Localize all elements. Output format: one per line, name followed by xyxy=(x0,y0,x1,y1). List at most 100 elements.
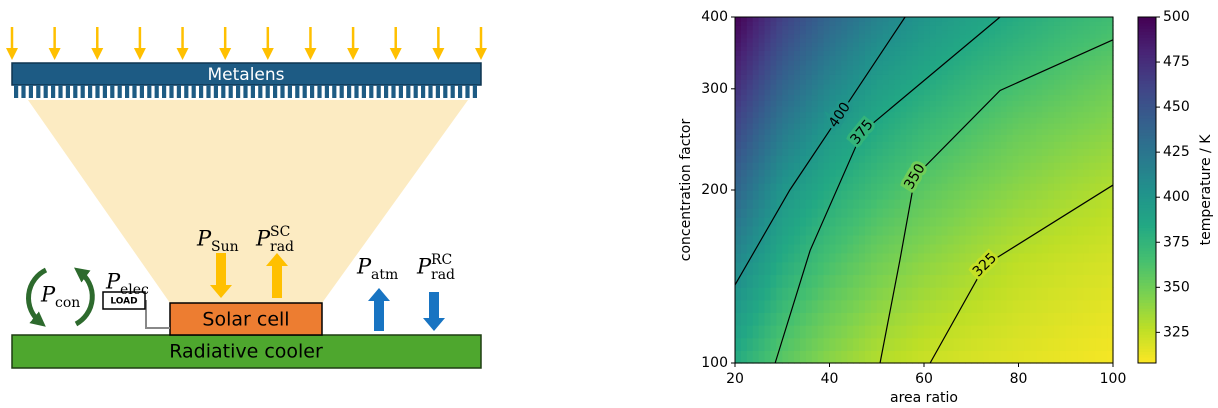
heat-cell xyxy=(1078,17,1085,22)
heat-cell xyxy=(1007,42,1014,47)
heat-cell xyxy=(883,183,890,191)
heat-cell xyxy=(1042,38,1049,43)
heat-cell xyxy=(1007,21,1014,26)
heat-cell xyxy=(942,217,949,227)
heat-cell xyxy=(788,244,795,254)
heat-cell xyxy=(894,155,901,163)
heat-cell xyxy=(859,262,866,275)
heat-cell xyxy=(948,34,955,39)
heat-cell xyxy=(989,325,996,338)
heat-cell xyxy=(830,226,837,236)
heat-cell xyxy=(806,79,813,84)
heat-cell xyxy=(995,34,1002,39)
heat-cell xyxy=(995,350,1002,363)
heat-cell xyxy=(1089,70,1096,75)
heat-cell xyxy=(1007,235,1014,245)
heat-cell xyxy=(942,112,949,118)
heat-cell xyxy=(924,226,931,236)
tooth xyxy=(66,85,70,98)
heat-cell xyxy=(889,21,896,26)
heat-cell xyxy=(1036,235,1043,245)
heat-cell xyxy=(800,89,807,95)
heat-cell xyxy=(741,129,748,135)
heat-cell xyxy=(983,79,990,84)
heat-cell xyxy=(812,123,819,129)
heat-cell xyxy=(1007,70,1014,75)
heat-cell xyxy=(1007,338,1014,351)
heat-cell xyxy=(936,55,943,60)
heat-cell xyxy=(753,155,760,163)
heat-cell xyxy=(983,300,990,313)
heat-cell xyxy=(989,29,996,34)
heat-cell xyxy=(1001,274,1008,287)
heat-cell xyxy=(1054,274,1061,287)
x-tick-label: 40 xyxy=(821,371,839,387)
heat-cell xyxy=(948,217,955,227)
heat-cell xyxy=(824,190,831,200)
heat-cell xyxy=(1078,65,1085,70)
heat-cell xyxy=(977,134,984,142)
heat-cell xyxy=(1054,70,1061,75)
heat-cell xyxy=(912,350,919,363)
heat-cell xyxy=(918,190,925,200)
heat-cell xyxy=(906,70,913,75)
heat-cell xyxy=(782,300,789,313)
tooth xyxy=(110,85,114,98)
heat-cell xyxy=(948,208,955,218)
colorbar-strip xyxy=(1138,320,1156,323)
heat-cell xyxy=(912,79,919,84)
heat-cell xyxy=(741,155,748,163)
symbol-sub: Sun xyxy=(211,239,239,255)
heat-cell xyxy=(1078,148,1085,156)
heat-cell xyxy=(806,274,813,287)
colorbar-strip xyxy=(1138,328,1156,331)
heat-cell xyxy=(1101,253,1108,263)
heat-cell xyxy=(847,262,854,275)
heat-cell xyxy=(1042,235,1049,245)
heat-cell xyxy=(812,84,819,89)
heat-cell xyxy=(906,74,913,79)
heat-cell xyxy=(830,34,837,39)
heat-cell xyxy=(841,274,848,287)
tooth xyxy=(399,85,403,98)
heat-cell xyxy=(930,169,937,177)
heat-cell xyxy=(847,312,854,325)
heat-cell xyxy=(871,17,878,22)
heat-cell xyxy=(765,17,772,22)
cooler-label: Radiative cooler xyxy=(169,341,323,363)
heat-cell xyxy=(959,338,966,351)
heat-cell xyxy=(847,199,854,209)
heat-cell xyxy=(1024,134,1031,142)
heat-cell xyxy=(1089,141,1096,149)
colorbar-strip xyxy=(1138,302,1156,305)
heat-cell xyxy=(841,89,848,95)
heat-cell xyxy=(1072,100,1079,106)
heat-cell xyxy=(1007,190,1014,200)
heat-cell xyxy=(776,42,783,47)
heat-cell xyxy=(830,253,837,263)
colorbar-strip xyxy=(1138,20,1156,23)
heat-cell xyxy=(806,262,813,275)
heat-cell xyxy=(1001,60,1008,65)
heat-cell xyxy=(812,287,819,300)
heat-cell xyxy=(741,60,748,65)
heat-cell xyxy=(883,65,890,70)
heat-cell xyxy=(871,141,878,149)
heat-cell xyxy=(889,70,896,75)
heat-cell xyxy=(936,199,943,209)
heat-cell xyxy=(894,46,901,51)
heat-cell xyxy=(989,123,996,129)
heat-cell xyxy=(741,38,748,43)
heat-cell xyxy=(983,325,990,338)
heat-cell xyxy=(865,17,872,22)
heat-cell xyxy=(800,350,807,363)
heat-cell xyxy=(942,100,949,106)
heat-cell xyxy=(835,38,842,43)
heat-cell xyxy=(847,274,854,287)
heat-cell xyxy=(906,50,913,55)
colorbar-tick-label: 400 xyxy=(1163,189,1190,205)
heat-cell xyxy=(1054,84,1061,89)
heat-cell xyxy=(770,325,777,338)
heat-cell xyxy=(830,21,837,26)
heat-cell xyxy=(1083,169,1090,177)
